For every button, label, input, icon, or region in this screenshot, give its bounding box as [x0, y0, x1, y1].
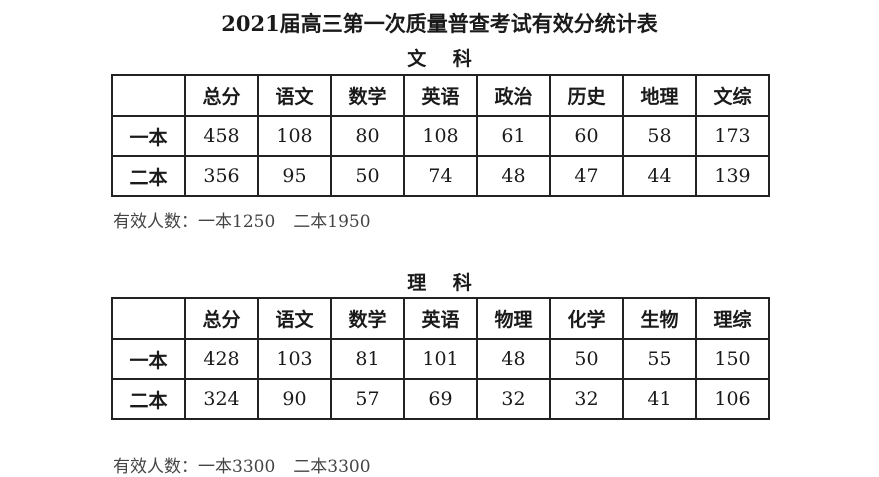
value-cell: 50 — [330, 155, 405, 197]
science-table: 总分 语文 数学 英语 物理 化学 生物 理综 一本 428 103 81 101 48 50 55 150 二本… — [111, 297, 770, 420]
value-cell: 356 — [184, 155, 259, 197]
header-cell: 政治 — [476, 74, 551, 117]
row-label-cell: 二本 — [111, 378, 186, 420]
header-cell: 生物 — [622, 297, 697, 340]
value-cell: 57 — [330, 378, 405, 420]
value-cell: 58 — [622, 115, 697, 157]
header-cell: 理综 — [695, 297, 770, 340]
note-item: 二本3300 — [293, 457, 371, 477]
table-row: 二本 356 95 50 74 48 47 44 139 — [111, 155, 770, 197]
value-cell: 80 — [330, 115, 405, 157]
science-note: 有效人数：一本3300 二本3300 — [113, 452, 389, 477]
header-cell: 语文 — [257, 297, 332, 340]
header-cell: 总分 — [184, 74, 259, 117]
value-cell: 48 — [476, 338, 551, 380]
header-cell: 英语 — [403, 74, 478, 117]
value-cell: 60 — [549, 115, 624, 157]
note-item: 一本1250 — [198, 212, 276, 232]
value-cell: 50 — [549, 338, 624, 380]
note-label: 有效人数： — [113, 212, 198, 232]
section-title-liberal-arts: 文 科 — [407, 48, 482, 70]
value-cell: 55 — [622, 338, 697, 380]
value-cell: 32 — [549, 378, 624, 420]
header-cell: 数学 — [330, 297, 405, 340]
value-cell: 81 — [330, 338, 405, 380]
value-cell: 90 — [257, 378, 332, 420]
row-label-cell — [111, 297, 186, 340]
value-cell: 32 — [476, 378, 551, 420]
row-label-cell: 一本 — [111, 115, 186, 157]
value-cell: 458 — [184, 115, 259, 157]
liberal-arts-note: 有效人数：一本1250 二本1950 — [113, 207, 389, 232]
value-cell: 324 — [184, 378, 259, 420]
value-cell: 103 — [257, 338, 332, 380]
header-cell: 语文 — [257, 74, 332, 117]
header-cell: 物理 — [476, 297, 551, 340]
header-cell: 文综 — [695, 74, 770, 117]
value-cell: 428 — [184, 338, 259, 380]
header-row: 总分 语文 数学 英语 物理 化学 生物 理综 — [111, 297, 770, 340]
header-cell: 总分 — [184, 297, 259, 340]
value-cell: 108 — [403, 115, 478, 157]
header-cell: 数学 — [330, 74, 405, 117]
value-cell: 69 — [403, 378, 478, 420]
header-row: 总分 语文 数学 英语 政治 历史 地理 文综 — [111, 74, 770, 117]
value-cell: 44 — [622, 155, 697, 197]
note-item: 二本1950 — [293, 212, 371, 232]
page-title: 2021届高三第一次质量普查考试有效分统计表 — [221, 11, 658, 36]
table-row: 二本 324 90 57 69 32 32 41 106 — [111, 378, 770, 420]
value-cell: 41 — [622, 378, 697, 420]
value-cell: 61 — [476, 115, 551, 157]
table-row: 一本 458 108 80 108 61 60 58 173 — [111, 115, 770, 157]
header-cell: 地理 — [622, 74, 697, 117]
value-cell: 48 — [476, 155, 551, 197]
row-label-cell: 一本 — [111, 338, 186, 380]
value-cell: 106 — [695, 378, 770, 420]
value-cell: 108 — [257, 115, 332, 157]
table-row: 一本 428 103 81 101 48 50 55 150 — [111, 338, 770, 380]
header-cell: 化学 — [549, 297, 624, 340]
value-cell: 47 — [549, 155, 624, 197]
value-cell: 150 — [695, 338, 770, 380]
row-label-cell: 二本 — [111, 155, 186, 197]
header-cell: 英语 — [403, 297, 478, 340]
value-cell: 95 — [257, 155, 332, 197]
note-label: 有效人数： — [113, 457, 198, 477]
value-cell: 173 — [695, 115, 770, 157]
header-cell: 历史 — [549, 74, 624, 117]
value-cell: 74 — [403, 155, 478, 197]
row-label-cell — [111, 74, 186, 117]
note-item: 一本3300 — [198, 457, 276, 477]
value-cell: 139 — [695, 155, 770, 197]
value-cell: 101 — [403, 338, 478, 380]
section-title-science: 理 科 — [407, 272, 482, 294]
liberal-arts-table: 总分 语文 数学 英语 政治 历史 地理 文综 一本 458 108 80 108 61 60 58 173 二本… — [111, 74, 770, 197]
